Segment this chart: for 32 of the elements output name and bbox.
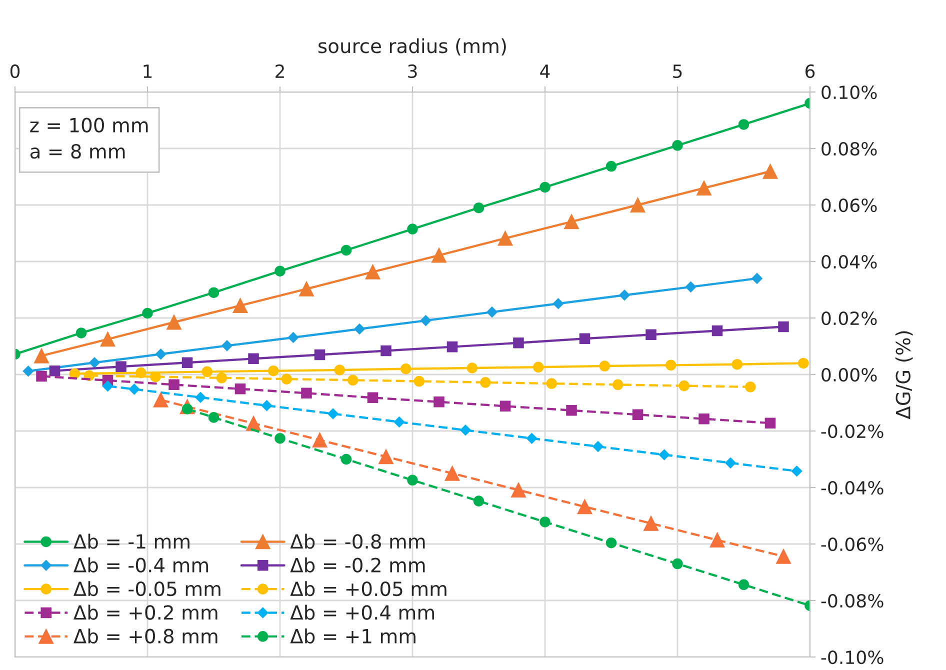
- y-tick-label: -0.06%: [821, 537, 884, 552]
- x-tick-label: 6: [806, 64, 815, 78]
- legend-label: Δb = -0.8 mm: [290, 534, 425, 549]
- legend-label: Δb = -0.4 mm: [73, 557, 208, 572]
- x-tick-label: 0: [10, 64, 20, 78]
- y-axis-title: ΔG/G (%): [895, 331, 913, 420]
- annotation: z = 100 mm: [30, 118, 148, 132]
- legend-label: Δb = -1 mm: [73, 534, 190, 549]
- y-tick-label: 0.00%: [822, 368, 877, 382]
- x-tick-label: 3: [408, 64, 417, 78]
- x-tick-label: 1: [144, 64, 152, 78]
- legend-label: Δb = -0.05 mm: [73, 581, 220, 596]
- y-tick-label: 0.10%: [822, 85, 877, 100]
- legend-label: Δb = +0.8 mm: [73, 628, 218, 644]
- legend-label: Δb = +1 mm: [290, 628, 416, 644]
- y-tick-label: -0.02%: [821, 424, 884, 438]
- x-tick-label: 2: [276, 64, 284, 78]
- y-tick-label: -0.10%: [821, 650, 884, 664]
- y-tick-label: 0.06%: [822, 198, 877, 212]
- legend-label: Δb = -0.2 mm: [290, 557, 425, 572]
- legend-label: Δb = +0.2 mm: [73, 604, 218, 620]
- legend-label: Δb = +0.05 mm: [290, 581, 446, 596]
- x-axis-title: source radius (mm): [318, 38, 506, 56]
- y-tick-label: 0.08%: [822, 142, 877, 156]
- y-tick-label: -0.04%: [821, 480, 884, 495]
- y-tick-label: -0.08%: [821, 594, 884, 608]
- legend-label: Δb = +0.4 mm: [290, 604, 434, 620]
- x-tick-label: 4: [540, 64, 550, 78]
- annotation: a = 8 mm: [30, 144, 125, 159]
- y-tick-label: 0.02%: [822, 311, 877, 326]
- x-tick-label: 5: [673, 64, 682, 78]
- y-tick-label: 0.04%: [822, 254, 877, 269]
